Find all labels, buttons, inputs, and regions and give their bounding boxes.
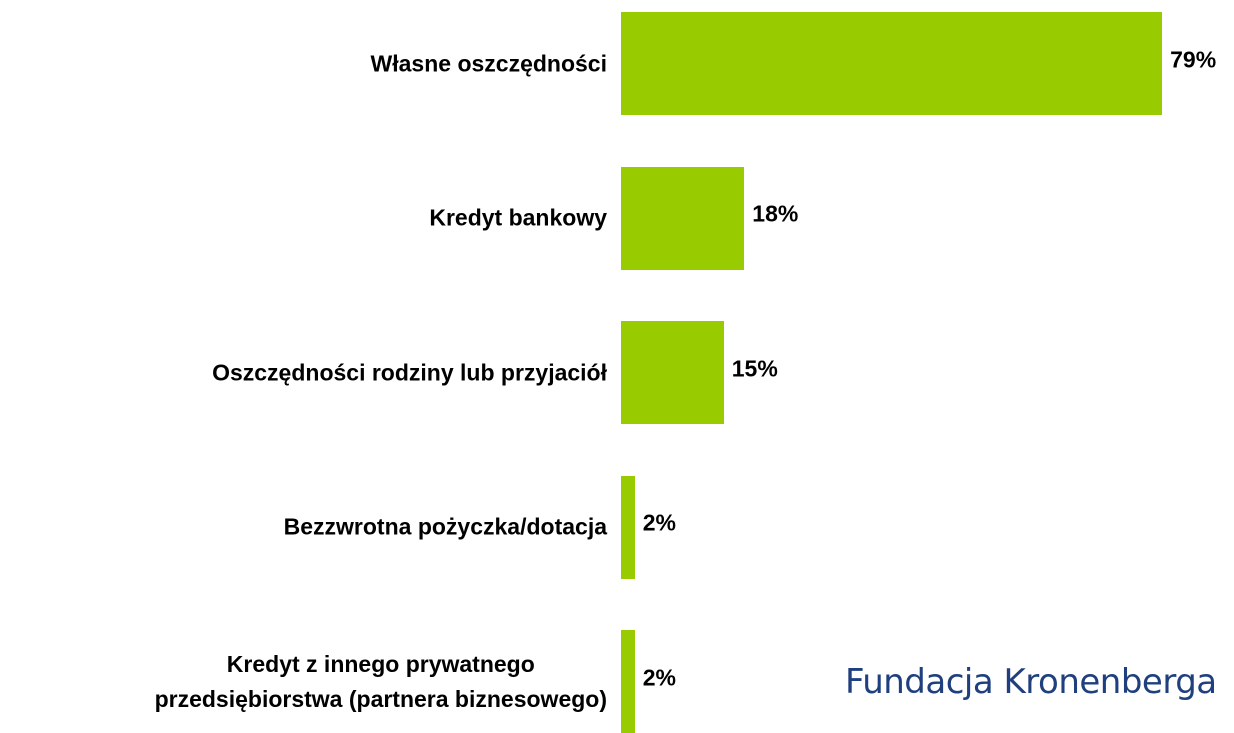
category-label: Własne oszczędności xyxy=(370,50,607,76)
category-label: Bezzwrotna pożyczka/dotacja xyxy=(283,513,607,540)
category-label: Kredyt bankowy xyxy=(429,204,607,231)
value-label: 79% xyxy=(1170,46,1217,72)
value-label: 2% xyxy=(642,509,676,536)
bar xyxy=(621,630,635,733)
bar xyxy=(621,475,635,579)
value-label: 15% xyxy=(731,355,778,381)
bar xyxy=(621,12,1163,115)
bar xyxy=(621,321,724,424)
category-label: Oszczędności rodziny lub przyjaciół xyxy=(212,359,607,385)
watermark: Fundacja Kronenberga xyxy=(845,662,1217,702)
value-label: 2% xyxy=(642,664,676,690)
value-label: 18% xyxy=(752,200,799,227)
bar xyxy=(621,166,745,270)
category-label: Kredyt z innego prywatnego przedsiębiors… xyxy=(154,650,607,712)
